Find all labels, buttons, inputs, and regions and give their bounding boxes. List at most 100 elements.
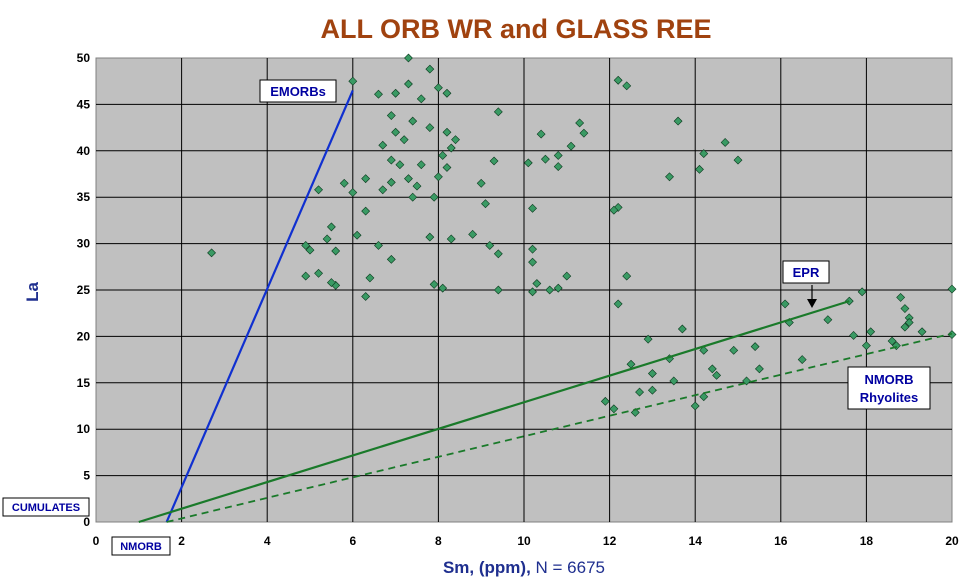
data-point [917, 327, 927, 337]
chart-title: ALL ORB WR and GLASS REE [320, 14, 711, 44]
data-point [545, 285, 555, 295]
data-point [712, 370, 722, 380]
x-tick-label: 10 [517, 534, 531, 548]
x-tick-label: 8 [435, 534, 442, 548]
data-point [404, 79, 413, 89]
data-point [754, 364, 764, 374]
data-point [365, 273, 375, 283]
data-point [536, 129, 546, 139]
data-point [896, 292, 906, 302]
x-tick-label: 4 [264, 534, 271, 548]
data-point [468, 229, 478, 239]
annotation-nmorb-rhyolites: NMORB Rhyolites [847, 366, 931, 410]
data-point [485, 241, 495, 250]
data-point [857, 287, 867, 297]
data-point [305, 245, 315, 255]
annotation-nmorb-rhyolites-line1: NMORB [864, 372, 913, 387]
gridlines [96, 58, 952, 522]
data-point [947, 330, 957, 339]
data-point [630, 408, 640, 417]
data-point [207, 248, 216, 258]
data-point [622, 81, 632, 91]
data-point [849, 331, 858, 340]
annotation-nmorb-rhyolites-line2: Rhyolites [860, 390, 919, 405]
x-tick-label: 16 [774, 534, 788, 548]
data-point [386, 111, 396, 120]
data-point [887, 336, 897, 346]
data-point [404, 174, 413, 184]
data-point [416, 94, 426, 104]
data-point [412, 181, 422, 191]
data-point [326, 278, 336, 288]
x-axis-label-count: N = 6675 [531, 558, 605, 577]
x-tick-label: 12 [603, 534, 617, 548]
data-point [528, 244, 537, 254]
data-point [481, 199, 490, 209]
data-point [386, 177, 396, 187]
data-point [348, 188, 358, 197]
data-point [386, 254, 396, 264]
x-tick-label: 0 [93, 534, 100, 548]
data-point [425, 232, 435, 242]
data-point [699, 149, 709, 159]
data-point [489, 156, 499, 166]
data-point [750, 342, 760, 352]
data-point [647, 369, 657, 378]
data-point [562, 271, 572, 281]
data-point [442, 127, 452, 137]
data-point [446, 143, 456, 153]
data-point [866, 327, 876, 337]
data-point [579, 128, 589, 138]
data-point [609, 404, 619, 414]
annotation-cumulates: CUMULATES [2, 497, 90, 517]
data-point [699, 345, 709, 355]
annotation-nmorb-text: NMORB [120, 541, 162, 553]
data-point [613, 75, 623, 85]
data-point [301, 241, 311, 250]
trend-line-emorbs [165, 90, 354, 523]
y-tick-label: 30 [77, 237, 91, 251]
data-point [301, 271, 311, 281]
data-point [378, 140, 388, 150]
data-point [600, 396, 610, 406]
data-point [339, 178, 349, 188]
data-point [442, 88, 452, 98]
data-point [528, 287, 537, 297]
trend-line-nmorb-rhyolites [166, 332, 953, 523]
data-point [553, 162, 563, 172]
data-point [451, 135, 460, 145]
data-point [695, 164, 704, 174]
data-point [665, 172, 674, 182]
trend-lines [138, 90, 953, 524]
x-axis-label-main: Sm, (ppm), [443, 558, 531, 577]
data-point [429, 280, 439, 289]
data-point [408, 116, 418, 126]
y-tick-label: 15 [77, 376, 91, 390]
data-point [438, 151, 448, 160]
data-point [677, 324, 687, 334]
data-point [566, 141, 576, 151]
data-point [442, 163, 452, 172]
annotation-cumulates-text: CUMULATES [12, 502, 80, 514]
y-tick-label: 5 [83, 469, 90, 483]
y-tick-label: 50 [77, 51, 91, 65]
data-point [433, 172, 443, 182]
x-tick-label: 14 [689, 534, 703, 548]
data-point [690, 401, 700, 411]
data-point [391, 127, 401, 137]
data-point [823, 315, 833, 325]
y-axis-label: La [23, 282, 42, 302]
data-point [733, 155, 743, 165]
data-point [729, 345, 739, 355]
data-point [326, 222, 336, 232]
data-point [780, 299, 790, 309]
data-point [446, 234, 456, 244]
data-point [493, 249, 503, 259]
data-point [673, 116, 683, 126]
x-tick-label: 6 [349, 534, 356, 548]
y-tick-label: 10 [77, 422, 91, 436]
data-point [429, 192, 439, 202]
data-point [528, 257, 537, 267]
y-tick-label: 0 [83, 515, 90, 529]
y-tick-label: 20 [77, 329, 91, 343]
